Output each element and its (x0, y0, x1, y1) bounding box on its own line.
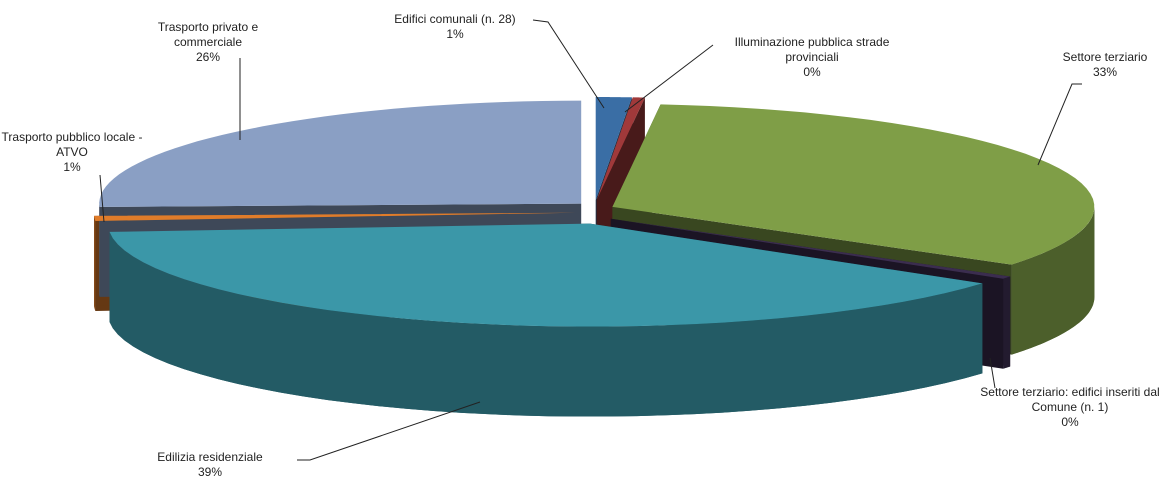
value-label: 0% (1061, 415, 1079, 429)
category-label: Trasporto pubblico locale - ATVO (1, 130, 143, 159)
slice-label: Edifici comunali (n. 28) 1% (370, 12, 540, 42)
leader-line (989, 357, 996, 389)
category-label: Edifici comunali (n. 28) (394, 12, 516, 26)
leader-line (532, 19, 605, 109)
leader-line (1037, 83, 1082, 166)
slice-label: Settore terziario 33% (1050, 50, 1160, 80)
value-label: 26% (195, 50, 221, 64)
category-label: Settore terziario (1062, 50, 1148, 64)
slice-label: Illuminazione pubblica strade provincial… (707, 35, 917, 80)
slice (596, 97, 645, 200)
slice (610, 218, 1011, 279)
slice (94, 212, 576, 221)
slice-side (109, 231, 983, 417)
slice-side (1011, 206, 1095, 355)
leader-line (99, 174, 105, 223)
value-label: 0% (803, 65, 821, 79)
slice (109, 223, 983, 327)
leader-line (297, 401, 481, 461)
category-label: Edilizia residenziale (157, 450, 263, 464)
category-label: Illuminazione pubblica strade provincial… (734, 35, 890, 64)
slice-label: Edilizia residenziale 39% (125, 450, 295, 480)
value-label: 1% (63, 160, 81, 174)
slice (612, 104, 1095, 265)
category-label: Trasporto privato e commerciale (157, 20, 259, 49)
slice-label: Settore terziario: edifici inseriti dal … (975, 385, 1165, 430)
value-label: 1% (446, 27, 464, 41)
leader-line (624, 44, 714, 113)
value-label: 33% (1092, 65, 1118, 79)
category-label: Settore terziario: edifici inseriti dal … (980, 385, 1160, 414)
value-label: 39% (197, 465, 223, 479)
slice-side (94, 215, 96, 311)
slice-label: Trasporto privato e commerciale 26% (123, 20, 293, 65)
slice (595, 97, 632, 200)
slice-label: Trasporto pubblico locale - ATVO 1% (0, 130, 147, 175)
slice-side (1003, 276, 1011, 369)
slice (99, 100, 582, 207)
